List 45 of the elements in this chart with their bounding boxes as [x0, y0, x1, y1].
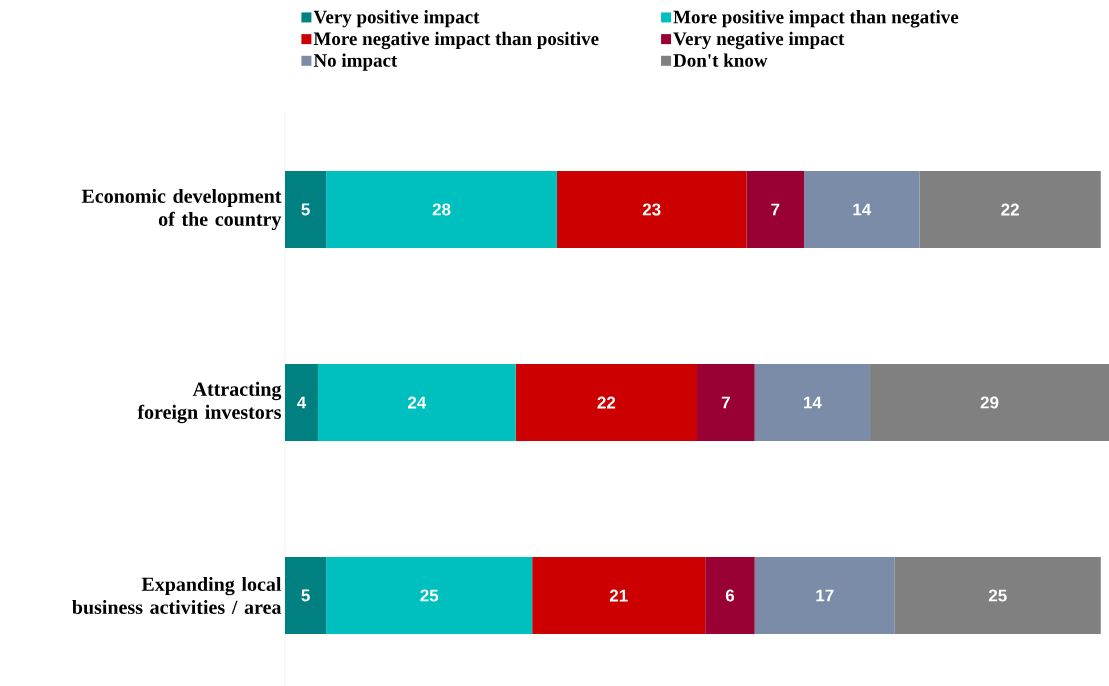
data-label: 21 [609, 589, 628, 602]
data-label: 22 [597, 396, 616, 409]
data-label: 17 [816, 589, 834, 602]
bar [754, 556, 895, 635]
data-label: 22 [1001, 203, 1019, 216]
y-tick-label: Economic development of the country [81, 188, 282, 231]
legend-label: No impact [313, 53, 398, 71]
bar [532, 556, 706, 635]
data-label: 25 [420, 589, 439, 602]
bar [326, 556, 533, 635]
bar [746, 170, 805, 249]
y-tick-label: Attracting foreign investors [137, 381, 282, 424]
bar [754, 363, 871, 442]
bar [705, 556, 755, 635]
data-label: 28 [432, 203, 451, 216]
data-label: 7 [721, 396, 730, 409]
data-label: 6 [725, 589, 735, 602]
legend-label: Very positive impact [313, 10, 480, 28]
data-label: 4 [297, 396, 307, 409]
data-label: 14 [803, 396, 822, 409]
bar [870, 363, 1109, 442]
bar [285, 170, 327, 249]
data-label: 7 [771, 203, 780, 216]
bar [804, 170, 920, 249]
legend-label: Don't know [673, 53, 768, 67]
legend-label: Very negative impact [673, 31, 845, 50]
bar [515, 363, 697, 442]
bar [919, 170, 1101, 249]
bar [317, 363, 516, 442]
bar [556, 170, 747, 249]
data-label: 24 [407, 396, 427, 409]
data-label: 23 [642, 203, 661, 216]
data-label: 5 [301, 203, 310, 216]
bar [285, 363, 318, 442]
data-label: 14 [853, 203, 872, 216]
data-label: 25 [988, 589, 1007, 602]
data-label: 29 [980, 396, 999, 409]
bar [326, 170, 557, 249]
bar [285, 556, 327, 635]
data-label: 5 [301, 589, 310, 602]
bar [894, 556, 1101, 635]
y-tick-label: Expanding local business activities / area [72, 576, 282, 615]
bar [697, 363, 755, 442]
legend-label: More positive impact than negative [673, 10, 959, 28]
legend-label: More negative impact than positive [313, 31, 599, 50]
